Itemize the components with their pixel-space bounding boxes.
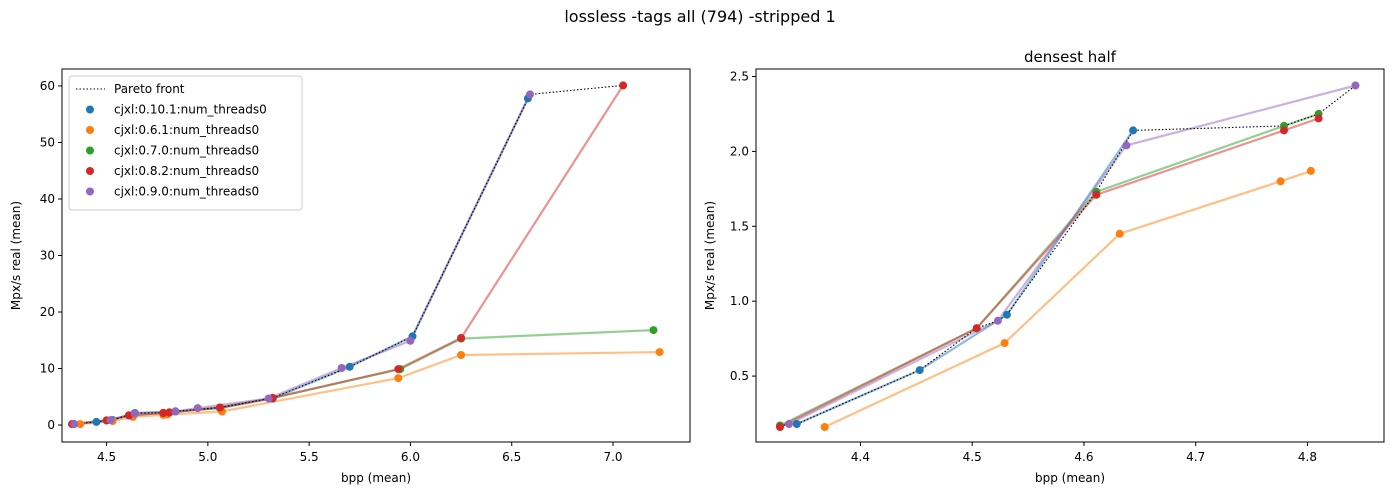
data-point [406, 336, 415, 345]
data-point [1115, 229, 1124, 238]
data-point [92, 417, 101, 426]
data-point [1276, 177, 1285, 186]
data-point [394, 374, 403, 383]
x-tick-label: 5.0 [198, 450, 217, 464]
data-point [820, 423, 829, 431]
data-point [106, 416, 115, 425]
data-point [526, 90, 534, 99]
y-tick-label: 0 [47, 418, 55, 432]
y-tick-label: 2.0 [730, 144, 749, 158]
left-chart-panel: 4.5 5.0 5.5 6.0 6.5 7.0 0 10 20 30 40 50 60 bpp (mean… [9, 68, 691, 485]
y-tick-label: 50 [40, 135, 55, 149]
right-chart-panel: densest half 4.4 4.5 4.6 4.7 4.8 0.5 1.0 1.5 2.0 2… [703, 48, 1385, 485]
pareto-front-line [779, 85, 1356, 427]
data-point [264, 394, 273, 403]
data-point [1351, 81, 1360, 90]
series-line-4 [788, 84, 1356, 425]
y-tick-label: 2.5 [730, 69, 749, 83]
data-point [1314, 114, 1323, 123]
data-point [1306, 166, 1315, 175]
data-point [915, 366, 924, 375]
legend-swatch [86, 105, 94, 114]
x-tick-label: 7.0 [603, 450, 622, 464]
x-tick-label: 4.5 [97, 450, 116, 464]
series-line-1 [824, 169, 1312, 428]
chart-title: densest half [1024, 48, 1117, 66]
y-tick-label: 40 [40, 192, 55, 206]
y-axis-label: Mpx/s real (mean) [703, 201, 717, 310]
data-point [130, 409, 139, 418]
data-point [776, 423, 784, 431]
data-point [1129, 126, 1138, 135]
x-tick-label: 4.5 [963, 450, 982, 464]
y-tick-label: 20 [40, 305, 55, 319]
data-point [785, 420, 793, 428]
x-tick-label: 4.7 [1186, 450, 1205, 464]
x-axis-label: bpp (mean) [1035, 471, 1105, 485]
legend-entry-label: cjxl:0.9.0:num_threads0 [114, 185, 259, 199]
legend-pareto-label: Pareto front [114, 82, 185, 96]
data-point [1002, 310, 1011, 319]
x-tick-label: 4.4 [851, 450, 870, 464]
axes-frame [755, 68, 1385, 443]
x-axis-label: bpp (mean) [341, 471, 411, 485]
legend-entry-label: cjxl:0.10.1:num_threads0 [114, 103, 267, 117]
y-tick-label: 1.0 [730, 294, 749, 308]
legend-entry-label: cjxl:0.7.0:num_threads0 [114, 144, 259, 158]
legend-entry-label: cjxl:0.6.1:num_threads0 [114, 123, 259, 137]
legend-swatch [86, 146, 94, 155]
data-point [70, 420, 79, 429]
data-point [619, 81, 628, 90]
data-point [655, 348, 664, 357]
data-point [792, 420, 801, 428]
x-tick-label: 6.0 [401, 450, 420, 464]
data-point [1000, 339, 1009, 348]
data-point [193, 404, 202, 413]
data-point [124, 411, 133, 420]
data-point [216, 403, 224, 412]
legend-entry-label: cjxl:0.8.2:num_threads0 [114, 164, 259, 178]
data-point [394, 365, 403, 374]
data-point [649, 326, 658, 335]
data-point [457, 351, 466, 359]
data-point [993, 316, 1002, 325]
figure-title: lossless -tags all (794) -stripped 1 [564, 7, 836, 26]
y-tick-label: 1.5 [730, 219, 749, 233]
data-point [1280, 126, 1288, 135]
data-point [345, 362, 354, 371]
data-point [972, 324, 981, 333]
series-line-2 [779, 112, 1319, 427]
data-point [1092, 190, 1101, 199]
data-point [337, 364, 346, 372]
data-point [165, 408, 174, 417]
legend-box [68, 75, 303, 211]
y-tick-label: 30 [40, 249, 55, 263]
data-point [76, 420, 85, 429]
series-line-0 [796, 129, 1135, 426]
data-point [171, 407, 180, 416]
x-tick-label: 6.5 [502, 450, 521, 464]
legend: Pareto front cjxl:0.10.1:num_threads0cjxl… [68, 75, 303, 211]
legend-swatch [86, 187, 94, 196]
x-tick-label: 4.6 [1074, 450, 1093, 464]
data-point [457, 334, 466, 342]
legend-swatch [86, 126, 94, 134]
x-tick-label: 5.5 [300, 450, 319, 464]
data-point [159, 409, 168, 417]
y-tick-label: 60 [40, 79, 55, 93]
series-line-3 [779, 117, 1319, 428]
data-point [1122, 141, 1131, 150]
y-tick-label: 0.5 [730, 369, 749, 383]
x-tick-label: 4.8 [1298, 450, 1317, 464]
y-tick-label: 10 [40, 362, 55, 376]
legend-swatch [86, 167, 94, 175]
y-axis-label: Mpx/s real (mean) [9, 201, 23, 310]
